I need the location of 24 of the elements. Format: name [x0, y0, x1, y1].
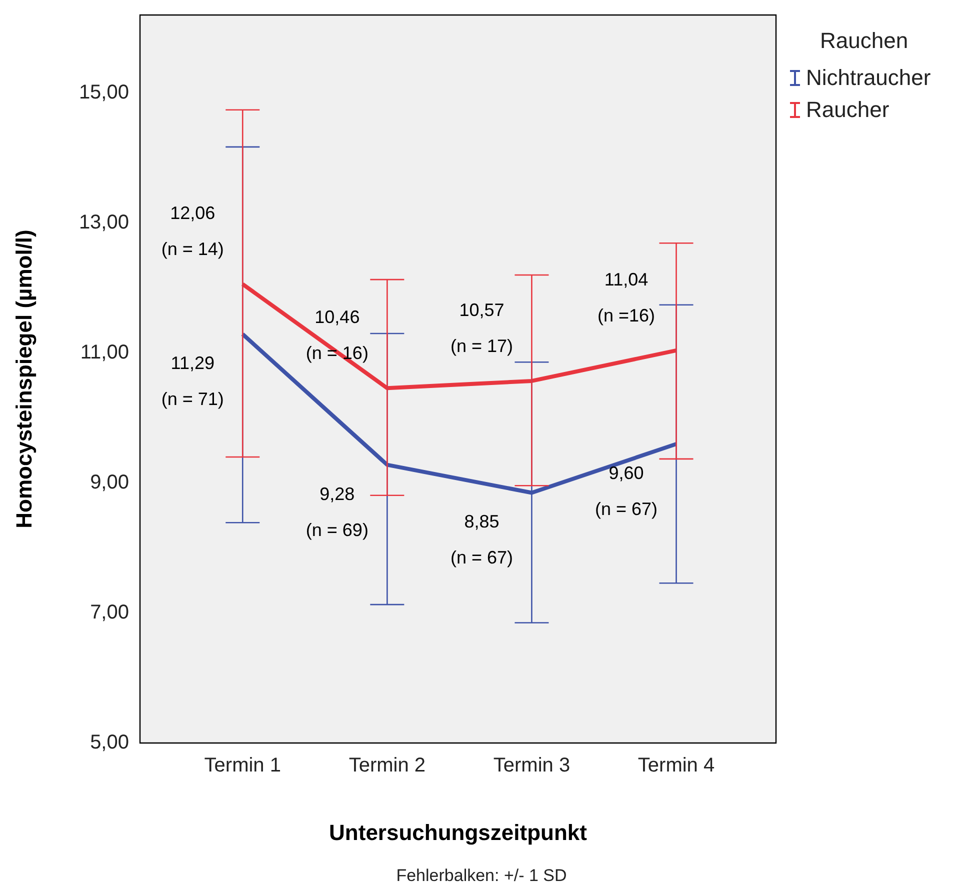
- y-tick-label: 9,00: [90, 472, 129, 494]
- data-label: 11,29 (n = 71): [161, 353, 224, 410]
- data-label: 12,06 (n = 14): [161, 203, 224, 260]
- data-label: 9,28 (n = 69): [306, 484, 368, 540]
- text: Fehlerbalken: +/- 1 SD: [395, 866, 568, 886]
- x-tick-label: Termin 2: [348, 754, 426, 777]
- legend-title: Rauchen: [820, 28, 910, 54]
- y-axis-title: Homocysteinspiegel (µmol/l): [11, 230, 36, 528]
- legend-label: Nichtraucher: [806, 65, 931, 91]
- y-tick-label: 15,00: [78, 82, 129, 104]
- y-tick-label: 13,00: [78, 212, 129, 234]
- data-label: 9,60 (n = 67): [594, 462, 658, 519]
- x-axis-title: Untersuchungszeitpunkt: [329, 820, 588, 845]
- y-tick-label: 11,00: [80, 342, 129, 364]
- data-label: 10,46 (n = 16): [306, 307, 368, 364]
- x-tick-label: Termin 3: [493, 754, 570, 777]
- data-label: 10,57 (n = 17): [450, 300, 513, 356]
- legend-label: Raucher: [806, 97, 890, 123]
- data-label: 11,04 (n =16): [597, 269, 656, 326]
- x-tick-label: Termin 4: [638, 754, 715, 777]
- y-tick-label: 5,00: [90, 732, 129, 754]
- y-tick-label: 7,00: [90, 602, 129, 624]
- data-label: 8,85 (n = 67): [450, 512, 513, 568]
- x-tick-label: Termin 1: [204, 754, 281, 777]
